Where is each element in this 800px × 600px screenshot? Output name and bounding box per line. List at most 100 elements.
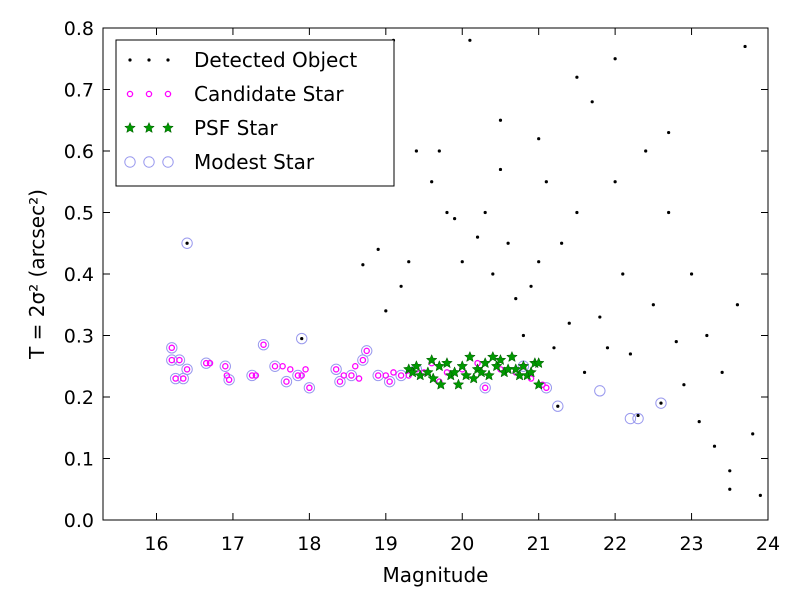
data-point [667, 130, 671, 135]
data-point [598, 315, 602, 319]
data-point [525, 366, 537, 378]
data-point [180, 375, 187, 382]
data-point [280, 375, 293, 388]
x-tick-label: 23 [679, 533, 703, 555]
data-point [624, 412, 637, 425]
data-point [222, 362, 229, 370]
data-point [363, 347, 370, 355]
data-point [384, 309, 388, 313]
data-point [386, 378, 393, 385]
data-point [517, 360, 530, 372]
data-point [425, 353, 438, 366]
data-point [689, 272, 694, 276]
data-point [552, 346, 556, 350]
legend-label: Candidate Star [194, 82, 344, 106]
legend-marker [124, 121, 136, 133]
data-point [712, 444, 717, 448]
data-point [260, 341, 267, 348]
data-point [720, 370, 724, 374]
data-point [575, 210, 579, 215]
legend-label: Detected Object [194, 48, 357, 72]
legend-entry: Candidate Star [126, 82, 344, 106]
data-point [575, 75, 579, 79]
data-point [292, 369, 304, 382]
data-point [456, 360, 469, 372]
data-point [667, 210, 671, 215]
data-point [543, 384, 550, 392]
data-point [257, 339, 270, 351]
y-axis-title: T = 2σ² (arcsec²) [25, 189, 49, 360]
data-point [166, 342, 178, 354]
data-point [300, 336, 304, 341]
data-point [271, 362, 279, 370]
data-point [225, 376, 233, 384]
data-point [498, 167, 503, 172]
data-point [509, 363, 522, 375]
data-point [758, 493, 762, 497]
data-point [410, 360, 423, 372]
data-point [348, 372, 355, 379]
data-point [407, 260, 411, 264]
data-point [287, 366, 294, 373]
data-point [336, 378, 344, 385]
x-tick-label: 22 [603, 533, 627, 555]
data-point [219, 360, 231, 372]
data-point [544, 180, 548, 184]
legend-marker [128, 58, 132, 62]
y-tick-label: 0.7 [64, 80, 94, 102]
data-point [537, 137, 541, 141]
data-point [414, 149, 418, 153]
legend-marker [162, 121, 174, 133]
legend-entry: Detected Object [128, 48, 357, 72]
data-point [682, 383, 686, 387]
data-point [674, 340, 678, 344]
data-point [434, 378, 447, 390]
y-tick-label: 0.2 [64, 387, 94, 409]
data-point [514, 297, 518, 301]
y-axis: 0.0 0.1 0.2 0.3 0.4 0.5 0.6 0.7 0.8 [64, 18, 768, 532]
data-point [490, 360, 503, 372]
data-point [537, 260, 541, 264]
data-point [176, 356, 183, 364]
data-point [728, 469, 732, 473]
data-point [246, 369, 258, 382]
x-tick-label: 16 [144, 533, 168, 555]
data-point [552, 400, 564, 412]
data-point [445, 210, 449, 215]
data-point [390, 369, 397, 376]
data-point [427, 372, 440, 384]
x-tick-label: 19 [374, 533, 398, 555]
data-point [556, 404, 560, 408]
data-point [361, 263, 365, 267]
data-point [306, 384, 313, 392]
series-psf-star [402, 350, 545, 390]
data-point [340, 372, 348, 379]
data-point [359, 356, 367, 364]
data-point [422, 366, 434, 378]
data-point [399, 284, 403, 288]
y-tick-label: 0.5 [64, 203, 94, 225]
data-point [374, 372, 382, 379]
data-point [475, 235, 480, 239]
legend-marker [166, 58, 170, 62]
data-point [498, 118, 503, 122]
legend-marker [124, 156, 136, 168]
y-tick-label: 0.4 [64, 264, 94, 286]
data-point [202, 359, 210, 367]
data-point [334, 375, 346, 388]
data-point [414, 369, 427, 381]
data-point [479, 357, 492, 369]
y-tick-label: 0.8 [64, 18, 94, 40]
x-axis: 16 17 18 19 20 21 22 23 24 [144, 28, 780, 555]
data-point [651, 303, 655, 307]
data-point [483, 210, 487, 215]
data-point [351, 362, 359, 370]
x-tick-label: 17 [221, 533, 245, 555]
data-point [252, 372, 260, 379]
data-point [248, 372, 256, 379]
data-point [567, 321, 571, 325]
series-detected-object [185, 38, 762, 497]
data-point [582, 370, 587, 374]
data-point [621, 272, 625, 276]
data-point [437, 149, 441, 153]
